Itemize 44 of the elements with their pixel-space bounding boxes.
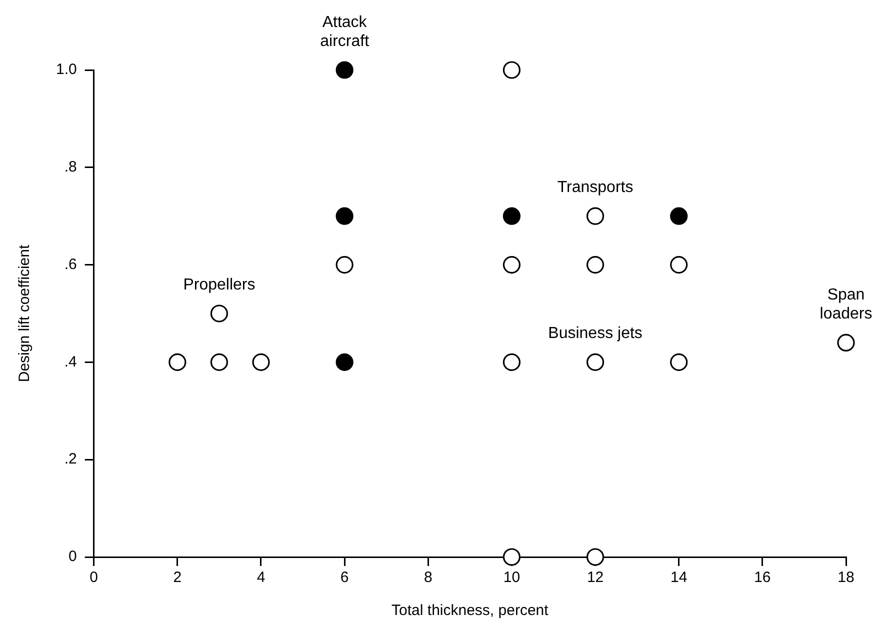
point — [502, 548, 521, 566]
x-axis-title: Total thickness, percent — [392, 602, 550, 620]
point — [336, 353, 354, 371]
y-tick-label: 1.0 — [56, 61, 77, 78]
x-tick-label: 6 — [340, 569, 349, 586]
annotation: Propellers — [183, 276, 256, 294]
point — [502, 353, 521, 371]
point — [837, 334, 855, 352]
y-tick-label: .4 — [64, 353, 77, 370]
point — [336, 207, 354, 225]
point — [336, 61, 354, 79]
y-tick-label: 0 — [68, 548, 77, 566]
y-axis-title: Design lift coefficient — [16, 244, 34, 382]
x-tick-label: 10 — [503, 569, 520, 586]
point — [252, 353, 270, 371]
point — [586, 256, 604, 274]
point — [670, 207, 688, 225]
point — [502, 61, 521, 79]
annotation: Span loaders — [820, 286, 872, 323]
x-tick-label: 18 — [838, 569, 854, 586]
y-tick-label: .8 — [64, 158, 77, 176]
point — [586, 353, 604, 371]
x-tick-label: 12 — [586, 569, 604, 586]
point — [670, 256, 688, 274]
x-tick-label: 14 — [670, 569, 688, 586]
point — [586, 548, 604, 566]
annotation: Business jets — [548, 325, 642, 342]
point — [502, 207, 521, 225]
x-tick-label: 8 — [424, 569, 432, 586]
point — [210, 304, 228, 322]
x-tick-label: 4 — [256, 569, 266, 586]
x-tick-label: 16 — [754, 569, 771, 586]
point — [210, 353, 228, 371]
annotation: Transports — [557, 179, 634, 196]
annotation: Attack aircraft — [320, 14, 370, 50]
point — [670, 353, 688, 371]
point — [586, 207, 604, 225]
point — [502, 256, 521, 274]
x-tick-label: 0 — [90, 569, 98, 586]
y-tick-label: .6 — [64, 256, 77, 273]
point — [336, 256, 354, 274]
point — [168, 353, 186, 371]
x-tick-label: 2 — [173, 569, 182, 586]
y-tick-label: .2 — [64, 450, 77, 468]
